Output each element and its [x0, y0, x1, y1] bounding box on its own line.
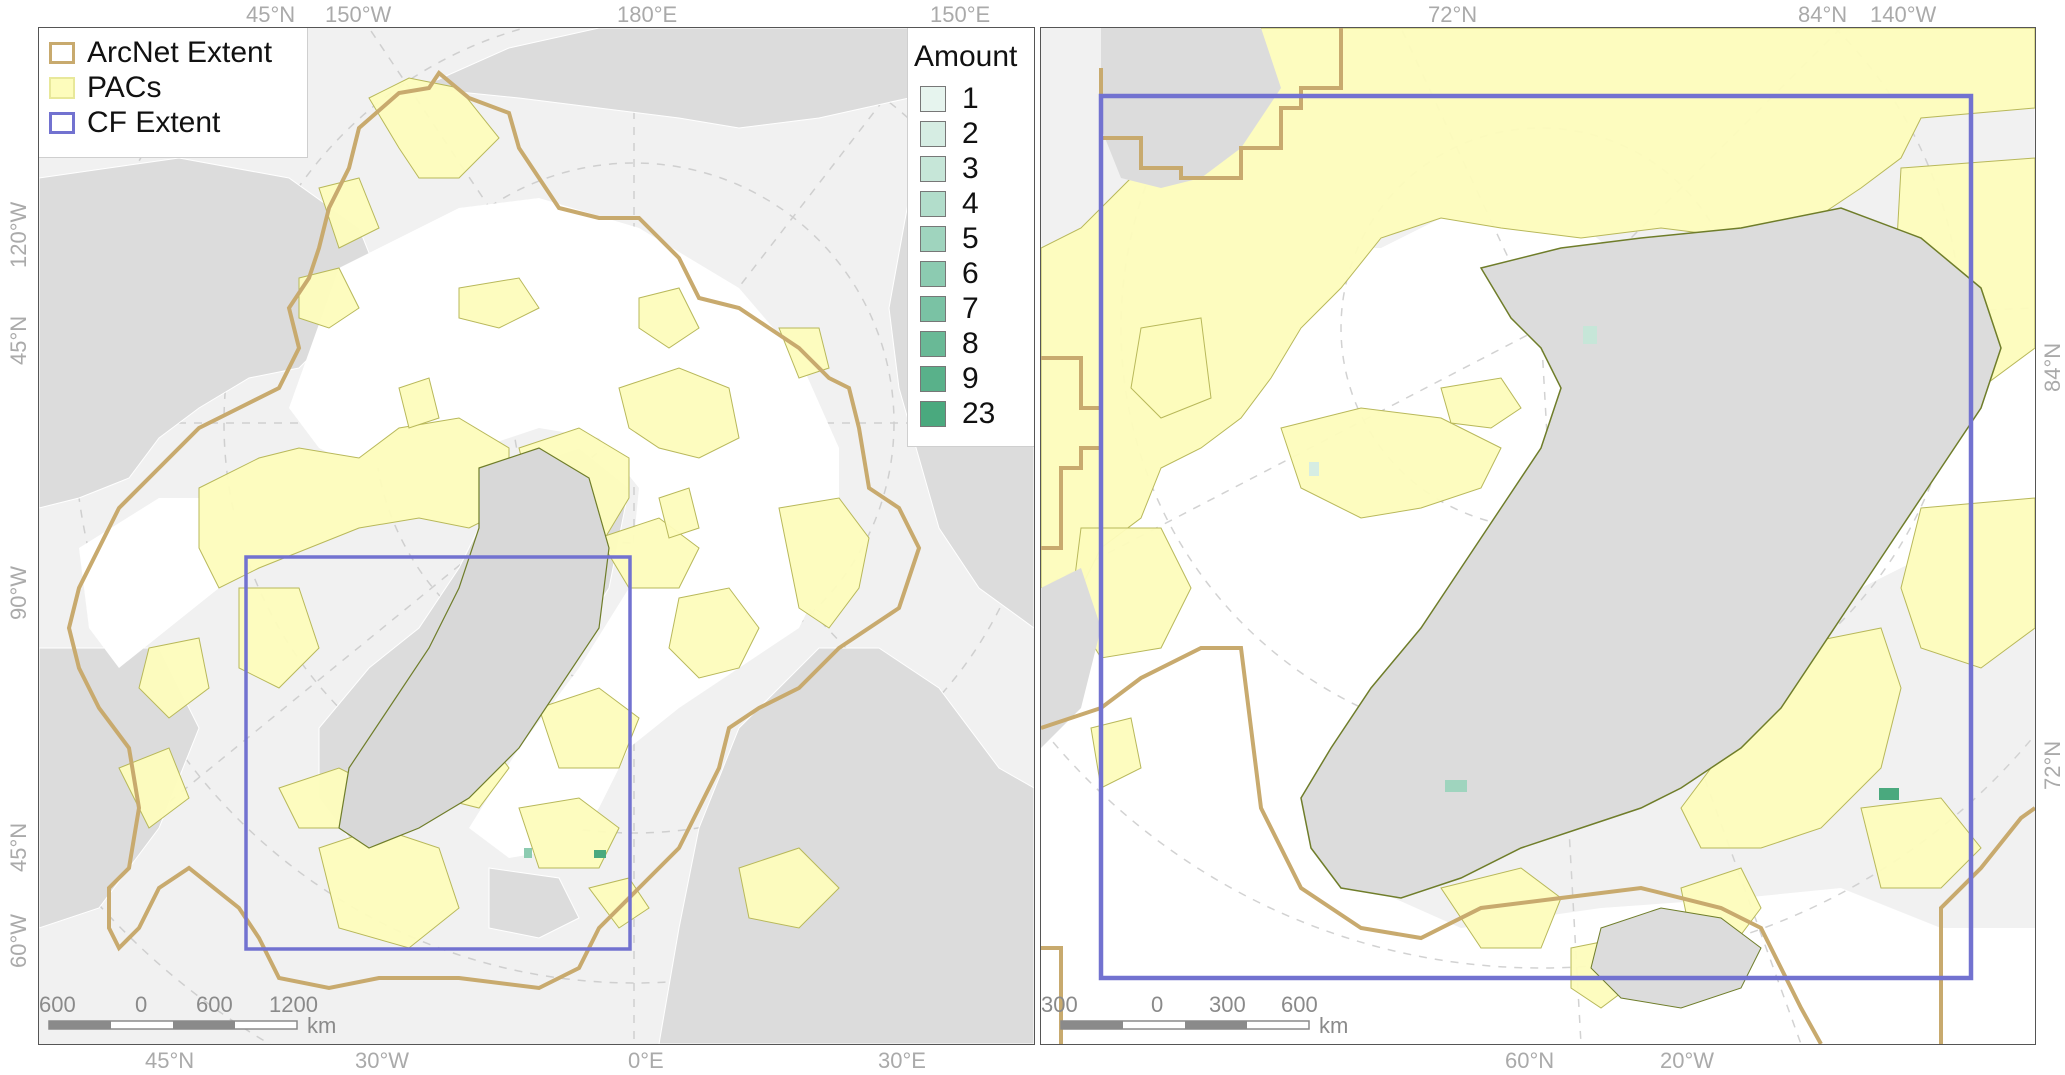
- scale-bar: [48, 1020, 298, 1030]
- amount-legend-item: 5: [920, 222, 979, 255]
- right-side-tick: 84°N: [2040, 342, 2065, 392]
- amount-legend-item: 9: [920, 362, 979, 395]
- left-side-tick: 45°N: [6, 315, 31, 365]
- left-top-tick: 150°W: [325, 2, 392, 27]
- greenland: [338, 447, 610, 849]
- left-side-tick: 120°W: [6, 201, 31, 268]
- amount-swatch: [920, 191, 946, 217]
- amount-hotspot: [1309, 462, 1319, 476]
- arcnet-key: [49, 42, 75, 64]
- left-bottom-tick: 30°W: [355, 1048, 410, 1073]
- cf-key: [49, 112, 75, 134]
- left-bottom-tick: 0°E: [628, 1048, 664, 1073]
- arcnet-extent-outline: [1041, 946, 1063, 1044]
- arctic-map: [39, 28, 1034, 1044]
- amount-label: 6: [962, 257, 979, 290]
- amount-hotspot: [1583, 326, 1597, 344]
- right-bottom-tick: 60°N: [1505, 1048, 1555, 1073]
- greenland-map: [1041, 28, 2035, 1044]
- amount-label: 7: [962, 292, 979, 325]
- scale-label: 1200: [269, 992, 318, 1017]
- scale-label: 600: [39, 992, 76, 1017]
- left-map-panel: 600 0 600 1200 km ArcNet Extent PACs CF …: [38, 27, 1035, 1045]
- land-mass: [1041, 568, 1101, 748]
- arcnet-extent-outline: [1041, 646, 1823, 1044]
- amount-legend-item: 4: [920, 187, 979, 220]
- greenland: [1300, 207, 2002, 899]
- left-top-tick: 180°E: [617, 2, 678, 27]
- scale-unit: km: [1319, 1013, 1349, 1038]
- left-bottom-tick: 30°E: [878, 1048, 926, 1073]
- legend-item-cf: CF Extent: [49, 106, 221, 139]
- left-side-tick: 45°N: [6, 822, 31, 872]
- amount-hotspot: [594, 850, 606, 858]
- arcnet-extent-outline: [66, 70, 922, 991]
- legend-item-pacs: PACs: [49, 71, 162, 104]
- amount-label: 23: [962, 397, 996, 430]
- amount-hotspot: [1445, 780, 1467, 792]
- amount-legend-item: 23: [920, 397, 996, 430]
- amount-legend-item: 1: [920, 82, 979, 115]
- cf-extent-box: [1098, 93, 1974, 981]
- amount-legend-item: 6: [920, 257, 979, 290]
- amount-legend-item: 3: [920, 152, 979, 185]
- cf-extent-box: [244, 555, 632, 951]
- left-top-tick: 45°N: [246, 2, 296, 27]
- arcnet-extent-outline: [1099, 28, 1343, 180]
- right-side-tick: 72°N: [2040, 740, 2065, 790]
- left-bottom-tick: 45°N: [145, 1048, 195, 1073]
- right-top-tick: 72°N: [1428, 2, 1478, 27]
- amount-legend-item: 8: [920, 327, 979, 360]
- amount-swatch: [920, 226, 946, 252]
- pacs-key: [49, 77, 75, 99]
- scale-label: 300: [1209, 992, 1246, 1017]
- scale-label: 0: [135, 992, 148, 1017]
- amount-swatch: [920, 366, 946, 392]
- legend-label: ArcNet Extent: [87, 36, 273, 69]
- amount-label: 9: [962, 362, 979, 395]
- amount-label: 3: [962, 152, 979, 185]
- amount-swatch: [920, 156, 946, 182]
- amount-swatch: [920, 401, 946, 427]
- amount-swatch: [920, 261, 946, 287]
- right-top-tick: 84°N: [1798, 2, 1848, 27]
- scale-bar: [1060, 1020, 1310, 1030]
- amount-swatch: [920, 121, 946, 147]
- amount-legend-title: Amount: [914, 40, 1018, 73]
- legend-label: CF Extent: [87, 106, 221, 139]
- sea-area: [1041, 208, 2035, 1044]
- amount-hotspot: [524, 848, 532, 858]
- right-map-panel: 300 0 300 600 km: [1040, 27, 2036, 1045]
- amount-legend-item: 2: [920, 117, 979, 150]
- left-side-tick: 90°W: [6, 565, 31, 620]
- sea-area: [289, 198, 839, 858]
- land-mass: [1101, 28, 1281, 188]
- amount-legend-item: 7: [920, 292, 979, 325]
- amount-swatch: [920, 86, 946, 112]
- amount-label: 5: [962, 222, 979, 255]
- scale-label: 600: [1281, 992, 1318, 1017]
- amount-swatch: [920, 331, 946, 357]
- right-top-tick: 140°W: [1870, 2, 1937, 27]
- legend-item-arcnet: ArcNet Extent: [49, 36, 273, 69]
- amount-hotspot: [1879, 788, 1899, 800]
- right-bottom-tick: 20°W: [1660, 1048, 1715, 1073]
- amount-label: 2: [962, 117, 979, 150]
- legend-label: PACs: [87, 71, 162, 104]
- amount-label: 8: [962, 327, 979, 360]
- amount-label: 4: [962, 187, 979, 220]
- left-top-tick: 150°E: [930, 2, 991, 27]
- amount-swatch: [920, 296, 946, 322]
- scale-label: 300: [1041, 992, 1078, 1017]
- arcnet-extent-outline: [1041, 356, 1103, 550]
- arcnet-extent-outline: [1939, 806, 2035, 1044]
- left-side-tick: 60°W: [6, 913, 31, 968]
- amount-label: 1: [962, 82, 979, 115]
- scale-label: 600: [196, 992, 233, 1017]
- extent-legend: ArcNet Extent PACs CF Extent: [39, 28, 308, 158]
- amount-legend: Amount 1 2 3 4 5 6 7 8 9 23: [907, 28, 1034, 447]
- scale-unit: km: [307, 1013, 337, 1038]
- scale-label: 0: [1151, 992, 1164, 1017]
